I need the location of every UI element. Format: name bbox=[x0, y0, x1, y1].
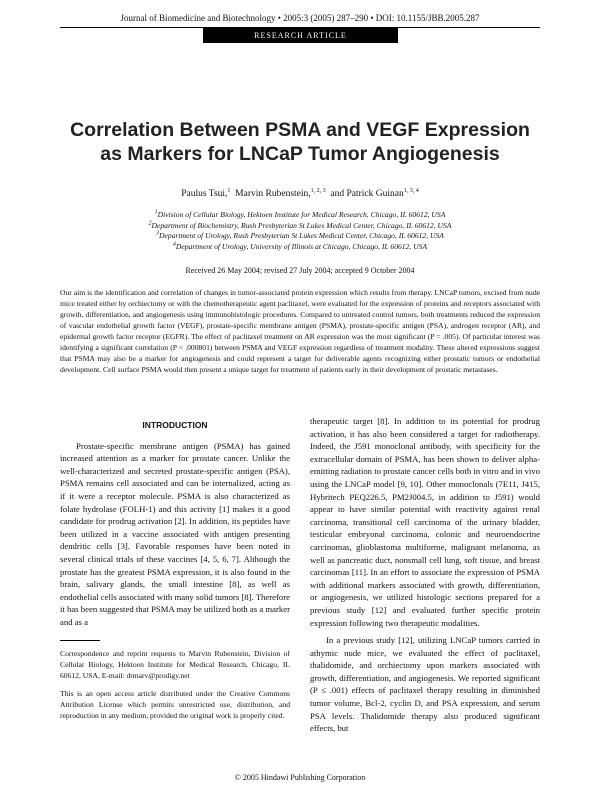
author-list: Paulus Tsui,1 Marvin Rubenstein,1, 2, 3 … bbox=[60, 187, 540, 199]
right-column: therapeutic target [8]. In addition to i… bbox=[310, 415, 540, 735]
paragraph: Prostate-specific membrane antigen (PSMA… bbox=[60, 440, 290, 627]
license-note: This is an open access article distribut… bbox=[60, 688, 290, 721]
received-dates: Received 26 May 2004; revised 27 July 20… bbox=[185, 266, 415, 275]
footnote-rule bbox=[60, 640, 100, 641]
author-name: Paulus Tsui, bbox=[181, 189, 228, 199]
author-affiliation-mark: 1, 2, 3 bbox=[310, 187, 326, 194]
paragraph: therapeutic target [8]. In addition to i… bbox=[310, 416, 540, 628]
title-line-2: as Markers for LNCaP Tumor Angiogenesis bbox=[100, 143, 500, 165]
journal-header: Journal of Biomedicine and Biotechnology… bbox=[120, 13, 480, 23]
article-type-banner: RESEARCH ARTICLE bbox=[203, 27, 398, 43]
author-affiliation-mark: 1 bbox=[227, 187, 231, 194]
affiliation: 2Department of Biochemistry, Rush Presby… bbox=[148, 219, 452, 230]
author-name: Marvin Rubenstein, bbox=[235, 189, 311, 199]
section-heading-introduction: INTRODUCTION bbox=[142, 420, 208, 430]
abstract: Our aim is the identification and correl… bbox=[60, 288, 540, 374]
affiliations: 1Division of Cellular Biology, Hektoen I… bbox=[60, 209, 540, 252]
author-name: and Patrick Guinan bbox=[330, 189, 404, 199]
paper-title: Correlation Between PSMA and VEGF Expres… bbox=[60, 118, 540, 166]
correspondence-note: Correspondence and reprint requests to M… bbox=[60, 649, 290, 681]
copyright: © 2005 Hindawi Publishing Corporation bbox=[234, 773, 366, 782]
affiliation: 4Department of Urology, University of Il… bbox=[172, 240, 428, 251]
left-column: INTRODUCTION Prostate-specific membrane … bbox=[60, 419, 290, 629]
paragraph: In a previous study [12], utilizing LNCa… bbox=[310, 635, 540, 734]
affiliation: 3Department of Urology, Rush Presbyteria… bbox=[156, 230, 444, 240]
title-line-1: Correlation Between PSMA and VEGF Expres… bbox=[70, 119, 530, 141]
author-affiliation-mark: 1, 3, 4 bbox=[403, 187, 419, 194]
footnotes: Correspondence and reprint requests to M… bbox=[60, 648, 290, 727]
affiliation: 1Division of Cellular Biology, Hektoen I… bbox=[154, 209, 446, 219]
